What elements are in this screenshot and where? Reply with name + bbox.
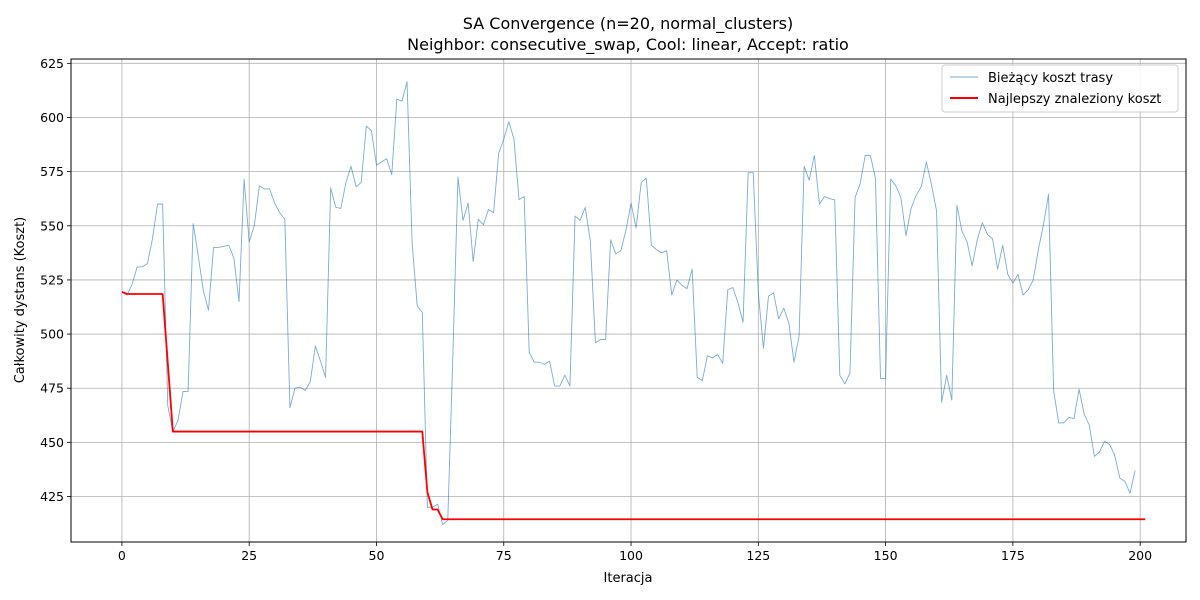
chart-title: SA Convergence (n=20, normal_clusters): [463, 14, 793, 34]
plot-frame: [70, 58, 1187, 543]
x-tick-label-6: 150: [874, 548, 898, 563]
y-tick-label-0: 425: [40, 489, 64, 504]
y-axis-label: Całkowity dystans (Koszt): [13, 217, 28, 384]
x-tick-label-3: 75: [496, 548, 512, 563]
y-tick-label-2: 475: [40, 381, 64, 396]
y-tick-label-7: 600: [40, 110, 64, 125]
x-tick-label-8: 200: [1128, 548, 1152, 563]
chart-subtitle: Neighbor: consecutive_swap, Cool: linear…: [407, 35, 849, 55]
y-tick-label-8: 625: [40, 56, 64, 71]
x-tick-label-1: 25: [241, 548, 257, 563]
series-layer: [121, 81, 1146, 526]
current-cost-line: [121, 81, 1136, 526]
y-tick-label-6: 575: [40, 164, 64, 179]
legend-label-best: Najlepszy znaleziony koszt: [988, 92, 1161, 107]
y-tick-label-4: 525: [40, 272, 64, 287]
x-axis-label: Iteracja: [604, 571, 653, 586]
legend-label-current: Bieżący koszt trasy: [988, 71, 1113, 86]
y-tick-label-1: 450: [40, 435, 64, 450]
x-tick-label-5: 125: [746, 548, 770, 563]
x-tick-label-4: 100: [619, 548, 643, 563]
ticks: 0 25 50 75 100 125 150 175 200 425 450 475 500 525 550…: [40, 56, 1152, 563]
y-tick-label-3: 500: [40, 327, 64, 342]
x-tick-label-0: 0: [118, 548, 126, 563]
grid: [71, 59, 1186, 542]
y-tick-label-5: 550: [40, 218, 64, 233]
legend: Bieżący koszt trasy Najlepszy znaleziony…: [941, 64, 1179, 113]
x-tick-label-2: 50: [369, 548, 385, 563]
best-cost-line: [121, 291, 1146, 521]
legend-box: [941, 64, 1179, 113]
x-tick-label-7: 175: [1001, 548, 1025, 563]
